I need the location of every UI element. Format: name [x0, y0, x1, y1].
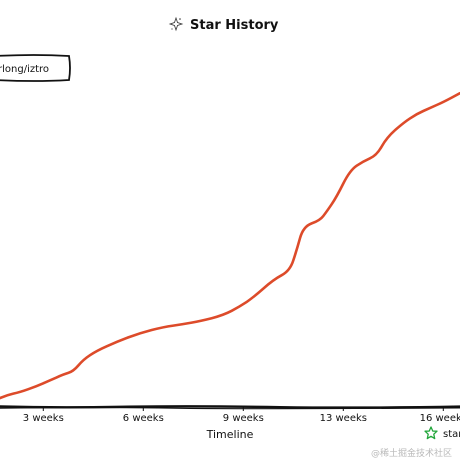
x-tick-label: 16 weeks	[420, 413, 460, 424]
chart-title: Star History	[168, 16, 279, 33]
star-icon	[424, 426, 438, 440]
x-tick-label: 9 weeks	[223, 413, 264, 424]
legend-box	[0, 54, 71, 82]
x-tick-label: 6 weeks	[123, 413, 164, 424]
x-axis-ticks: 3 weeks 6 weeks 9 weeks 13 weeks 16 weeks	[23, 407, 460, 424]
chart-title-text: Star History	[190, 18, 279, 33]
sparkle-icon	[168, 16, 184, 32]
legend-label: sylarlong/iztro	[0, 64, 49, 75]
x-axis-label: Timeline	[206, 428, 254, 441]
x-axis-line-echo	[0, 407, 460, 410]
x-tick-label: 3 weeks	[23, 413, 64, 424]
watermark-text: @稀土掘金技术社区	[371, 447, 452, 459]
series-line-0	[0, 91, 460, 400]
x-tick-label: 13 weeks	[320, 413, 367, 424]
series-layer	[0, 91, 460, 400]
chart-legend: sylarlong/iztro	[0, 54, 71, 82]
footer-badge: star-history.com	[424, 426, 460, 440]
footer-badge-text: star-history.com	[443, 429, 460, 440]
